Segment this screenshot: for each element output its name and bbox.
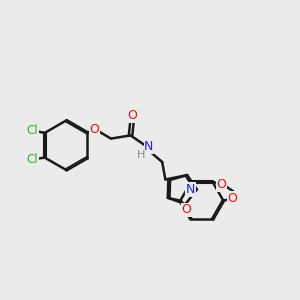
Text: O: O — [89, 123, 99, 136]
Text: N: N — [186, 183, 195, 196]
Text: O: O — [217, 178, 226, 191]
Text: Cl: Cl — [27, 153, 38, 166]
Text: H: H — [137, 150, 146, 160]
Text: O: O — [182, 203, 192, 216]
Text: N: N — [144, 140, 154, 153]
Text: O: O — [127, 109, 137, 122]
Text: O: O — [227, 192, 237, 205]
Text: Cl: Cl — [27, 124, 38, 137]
